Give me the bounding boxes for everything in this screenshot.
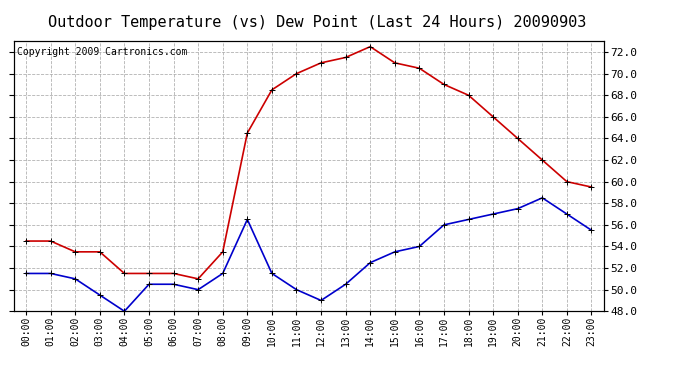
- Text: Outdoor Temperature (vs) Dew Point (Last 24 Hours) 20090903: Outdoor Temperature (vs) Dew Point (Last…: [48, 15, 586, 30]
- Text: Copyright 2009 Cartronics.com: Copyright 2009 Cartronics.com: [17, 46, 187, 57]
